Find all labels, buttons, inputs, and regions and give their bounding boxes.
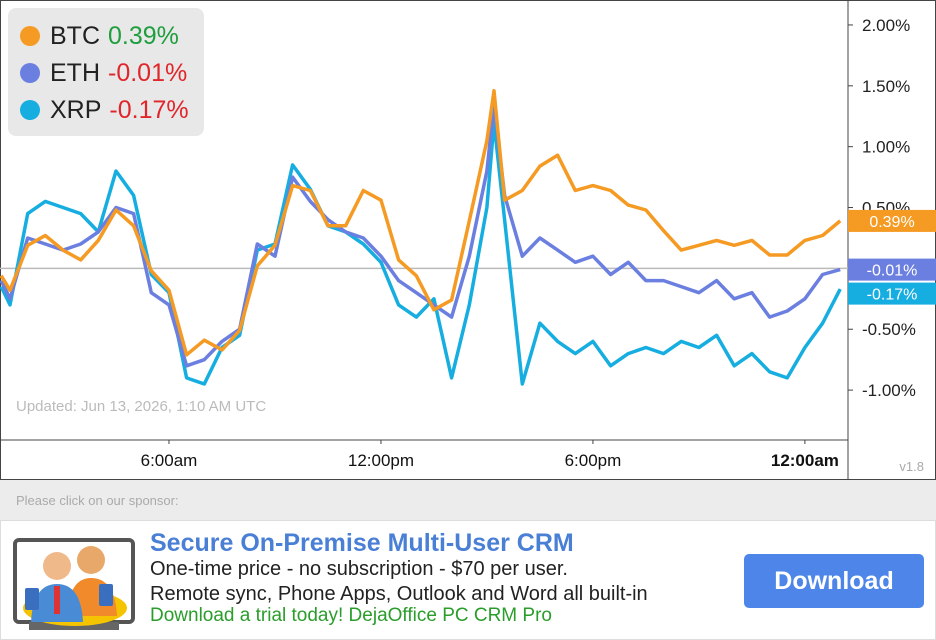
ad-title: Secure On-Premise Multi-User CRM (150, 529, 574, 557)
legend-change: -0.17% (109, 96, 188, 124)
x-tick-label: 12:00pm (348, 451, 414, 470)
y-tick-label: -1.00% (862, 381, 916, 400)
series-line (0, 120, 842, 386)
ad-line: Remote sync, Phone Apps, Outlook and Wor… (150, 583, 648, 605)
legend-name: BTC (50, 22, 100, 50)
ad-line: One-time price - no subscription - $70 p… (150, 558, 568, 580)
last-value-tag (848, 282, 936, 305)
updated-note: Updated: Jun 13, 2026, 1:10 AM UTC (16, 398, 266, 415)
series-line (0, 88, 842, 357)
sponsor-bar: Please click on our sponsor: (0, 480, 936, 520)
x-tick-label: 12:00am (771, 451, 839, 470)
legend-swatch (20, 63, 40, 83)
legend-entry: ETH -0.01% (50, 59, 187, 87)
y-tick-label: 1.00% (862, 138, 910, 157)
legend-entry: XRP -0.17% (50, 96, 189, 124)
last-value-tag (848, 258, 936, 281)
legend-change: 0.39% (108, 22, 179, 50)
y-tick-label: -0.50% (862, 320, 916, 339)
download-button[interactable]: Download (744, 554, 924, 608)
y-tick-label: 2.00% (862, 16, 910, 35)
ad-icon (13, 538, 135, 630)
legend-swatch (20, 100, 40, 120)
legend-name: ETH (50, 59, 100, 87)
legend-swatch (20, 26, 40, 46)
series-line (0, 102, 841, 368)
version: v1.8 (899, 459, 924, 474)
plot-area (0, 88, 848, 386)
x-tick-label: 6:00am (141, 451, 198, 470)
last-value-tag (848, 209, 936, 232)
legend-entry: BTC 0.39% (50, 22, 179, 50)
legend-box (8, 8, 204, 136)
last-value-label: 0.39% (869, 214, 914, 231)
sponsor-ad[interactable]: Secure On-Premise Multi-User CRM One-tim… (0, 520, 936, 640)
chart: Updated: Jun 13, 2026, 1:10 AM UTC v1.8 … (0, 0, 936, 480)
sponsor-prompt: Please click on our sponsor: (16, 493, 179, 508)
legend-name: XRP (50, 96, 101, 124)
legend-change: -0.01% (108, 59, 187, 87)
x-tick-label: 6:00pm (565, 451, 622, 470)
ad-cta: Download a trial today! DejaOffice PC CR… (150, 605, 552, 626)
y-tick-label: 1.50% (862, 77, 910, 96)
last-value-label: -0.17% (867, 287, 918, 304)
last-value-label: -0.01% (867, 263, 918, 280)
